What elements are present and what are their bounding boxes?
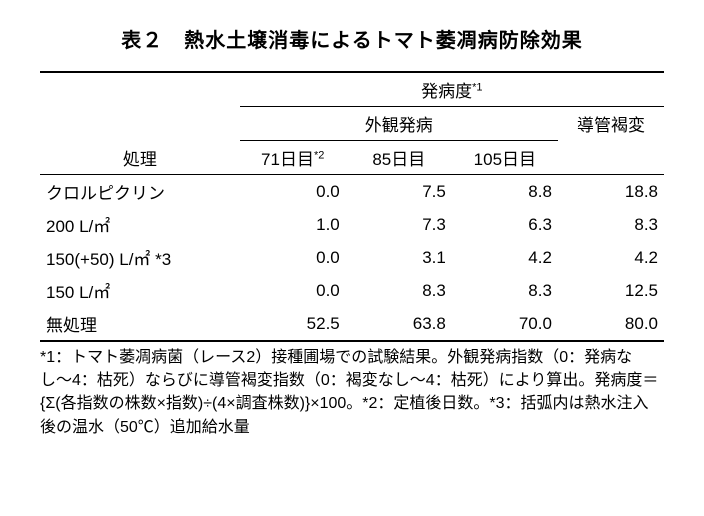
header-disease-index: 発病度*1: [240, 73, 664, 107]
cell-d85: 7.5: [346, 175, 452, 208]
table-row: 200 L/㎡ 1.0 7.3 6.3 8.3: [40, 208, 664, 241]
footnotes: *1：トマト萎凋病菌（レース2）接種圃場での試験結果。外観発病指数（0：発病なし…: [40, 346, 664, 439]
cell-vb: 4.2: [558, 241, 664, 274]
header-day71-label: 71日目: [261, 150, 314, 169]
cell-d105: 8.3: [452, 274, 558, 307]
header-disease-index-sup: *1: [472, 81, 482, 93]
cell-vb: 8.3: [558, 208, 664, 241]
cell-d71: 52.5: [240, 307, 346, 341]
row-label: 無処理: [40, 307, 240, 341]
cell-d105: 70.0: [452, 307, 558, 341]
header-day71: 71日目*2: [240, 141, 346, 175]
row-label: クロルピクリン: [40, 175, 240, 208]
table-caption: 表２ 熱水土壌消毒によるトマト萎凋病防除効果: [40, 24, 664, 53]
row-label: 150 L/㎡: [40, 274, 240, 307]
cell-d71: 1.0: [240, 208, 346, 241]
cell-d105: 8.8: [452, 175, 558, 208]
table-row: 無処理 52.5 63.8 70.0 80.0: [40, 307, 664, 341]
table-row: クロルピクリン 0.0 7.5 8.8 18.8: [40, 175, 664, 208]
cell-d105: 4.2: [452, 241, 558, 274]
header-disease-index-label: 発病度: [421, 82, 472, 101]
header-day71-sup: *2: [314, 149, 324, 161]
cell-d105: 6.3: [452, 208, 558, 241]
cell-d85: 63.8: [346, 307, 452, 341]
header-day85: 85日目: [346, 141, 452, 175]
cell-d71: 0.0: [240, 175, 346, 208]
cell-vb: 80.0: [558, 307, 664, 341]
header-day105: 105日目: [452, 141, 558, 175]
table-row: 150 L/㎡ 0.0 8.3 8.3 12.5: [40, 274, 664, 307]
cell-d85: 3.1: [346, 241, 452, 274]
table-row: 150(+50) L/㎡ *3 0.0 3.1 4.2 4.2: [40, 241, 664, 274]
header-treatment: 処理: [40, 141, 240, 175]
cell-vb: 18.8: [558, 175, 664, 208]
cell-vb: 12.5: [558, 274, 664, 307]
header-vessel-browning: 導管褐変: [558, 107, 664, 141]
cell-d85: 7.3: [346, 208, 452, 241]
cell-d71: 0.0: [240, 274, 346, 307]
data-table: 発病度*1 外観発病 導管褐変 処理 71日目*2 85日目 105日目 クロル…: [40, 71, 664, 342]
cell-d71: 0.0: [240, 241, 346, 274]
cell-d85: 8.3: [346, 274, 452, 307]
row-label: 150(+50) L/㎡ *3: [40, 241, 240, 274]
header-external-symptom: 外観発病: [240, 107, 558, 141]
row-label: 200 L/㎡: [40, 208, 240, 241]
